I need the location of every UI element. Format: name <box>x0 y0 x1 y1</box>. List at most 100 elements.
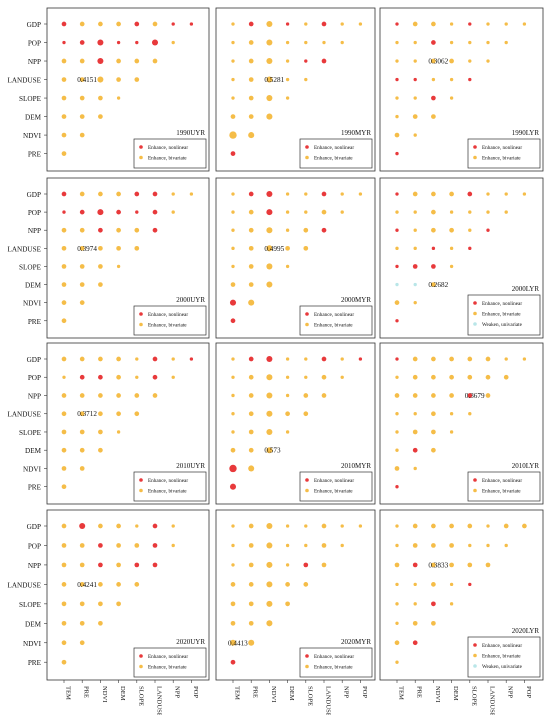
point-landuse-dem <box>285 582 290 587</box>
point-landuse-dem <box>116 77 121 82</box>
point-npp-ndvi <box>431 58 436 64</box>
legend-marker-bivariate <box>139 664 143 669</box>
point-pop-tem <box>61 543 67 548</box>
point-slope-tem <box>231 430 235 434</box>
point-landuse-tem <box>395 246 399 250</box>
col-label-npp: NPP <box>507 686 514 698</box>
legend-marker-bivariate <box>473 311 477 316</box>
point-dem-pre <box>248 282 254 287</box>
point-gdp-slope <box>304 192 308 196</box>
point-pop-npp <box>340 375 344 379</box>
point-landuse-pre <box>413 582 417 587</box>
point-slope-tem <box>61 601 67 607</box>
point-dem-pre <box>413 282 417 287</box>
point-gdp-dem <box>116 356 121 362</box>
point-dem-ndvi <box>98 114 103 119</box>
point-gdp-tem <box>61 191 67 197</box>
point-dem-tem <box>395 282 399 287</box>
q-value-annotation: 0.573 <box>264 447 281 455</box>
point-pop-pre <box>412 374 418 380</box>
point-landuse-slope <box>468 412 472 416</box>
point-gdp-ndvi <box>266 190 273 198</box>
legend-marker-univariate <box>473 322 477 326</box>
point-slope-dem <box>116 96 121 100</box>
point-npp-dem <box>449 393 454 398</box>
point-gdp-slope <box>468 22 472 26</box>
point-gdp-tem <box>231 357 235 361</box>
point-gdp-npp <box>340 192 344 196</box>
point-ndvi-pre <box>248 299 255 306</box>
point-landuse-pre <box>413 246 417 250</box>
legend-marker-univariate <box>473 664 477 668</box>
point-pop-slope <box>135 375 139 379</box>
legend-label-univariate: Weaken, univariate <box>482 664 523 670</box>
point-npp-tem <box>394 562 400 568</box>
legend-marker-bivariate <box>139 488 143 493</box>
point-npp-slope <box>468 59 472 63</box>
point-gdp-pre <box>412 191 418 197</box>
point-slope-dem <box>285 264 290 269</box>
point-dem-tem <box>395 448 399 452</box>
point-gdp-landuse <box>321 356 327 362</box>
legend-box <box>133 647 207 678</box>
legend-marker-bivariate <box>139 322 143 327</box>
point-gdp-pre <box>412 523 418 529</box>
point-slope-tem <box>61 429 67 435</box>
legend-marker-nonlinear <box>473 145 477 149</box>
legend-label-bivariate: Enhance, bivariate <box>148 489 187 495</box>
point-gdp-pop <box>358 22 363 26</box>
q-value-annotation: 0.3833 <box>428 561 448 569</box>
point-npp-dem <box>285 59 290 63</box>
point-pop-slope <box>304 40 308 45</box>
point-gdp-npp <box>340 357 344 361</box>
point-landuse-pre <box>248 245 254 251</box>
point-dem-tem <box>61 282 67 287</box>
point-slope-pre <box>248 601 254 607</box>
point-pop-slope <box>304 210 308 214</box>
point-landuse-tem <box>395 412 399 416</box>
point-pop-tem <box>395 40 399 45</box>
point-pop-npp <box>171 210 175 214</box>
point-ndvi-pre <box>79 466 85 471</box>
point-landuse-ndvi <box>266 410 273 417</box>
legend-label-bivariate: Enhance, bivariate <box>314 665 353 671</box>
row-label-pop: POP <box>28 209 41 217</box>
point-gdp-pre <box>79 191 85 197</box>
point-pop-slope <box>468 210 472 214</box>
point-slope-ndvi <box>98 601 103 607</box>
point-gdp-slope <box>304 357 308 361</box>
row-label-pre: PRE <box>28 151 42 159</box>
point-npp-tem <box>394 393 400 398</box>
point-dem-tem <box>61 620 67 626</box>
point-pop-ndvi <box>266 374 273 381</box>
point-ndvi-tem <box>61 300 67 305</box>
point-npp-ndvi <box>266 392 273 399</box>
point-landuse-pre <box>79 411 85 417</box>
point-landuse-ndvi <box>431 411 436 417</box>
point-gdp-dem <box>449 191 454 197</box>
point-npp-tem <box>231 228 235 232</box>
point-ndvi-tem <box>394 466 400 471</box>
point-slope-ndvi <box>98 95 103 101</box>
panel-title: 2020MYR <box>341 638 371 646</box>
point-pop-tem <box>62 40 66 45</box>
point-gdp-slope <box>304 524 308 528</box>
point-npp-pre <box>412 393 418 398</box>
point-gdp-npp <box>504 192 508 196</box>
point-pop-ndvi <box>431 374 436 380</box>
legend-label-bivariate: Enhance, bivariate <box>148 665 187 671</box>
point-slope-ndvi <box>266 428 273 435</box>
point-gdp-dem <box>116 21 121 27</box>
row-label-slope: SLOPE <box>19 601 42 609</box>
point-npp-ndvi <box>431 227 436 233</box>
point-pop-ndvi <box>97 39 104 46</box>
point-landuse-dem <box>449 412 454 416</box>
point-slope-ndvi <box>431 95 436 101</box>
point-gdp-npp <box>504 357 508 361</box>
point-landuse-ndvi <box>266 581 273 588</box>
point-gdp-ndvi <box>266 522 273 530</box>
point-landuse-ndvi <box>431 582 436 587</box>
legend-box <box>133 305 207 336</box>
point-npp-dem <box>116 562 121 568</box>
